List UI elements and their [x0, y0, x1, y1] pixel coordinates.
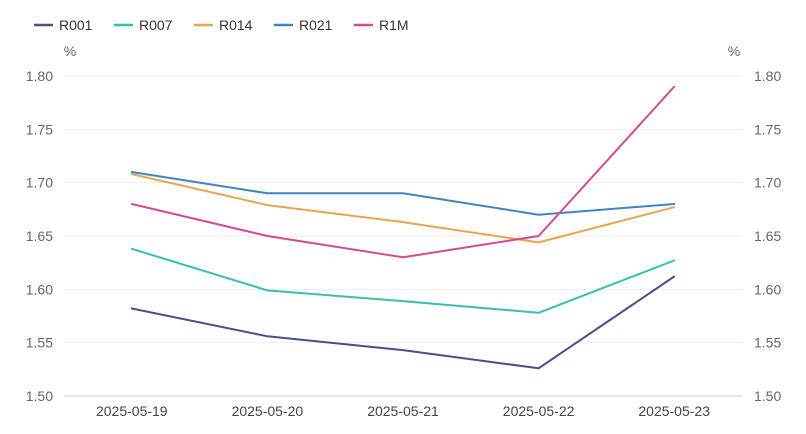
legend-label: R021 [299, 17, 333, 33]
y-unit-left: % [64, 43, 76, 59]
x-tick-label: 2025-05-23 [638, 403, 710, 419]
x-tick-label: 2025-05-19 [96, 403, 168, 419]
y-tick-label: 1.55 [754, 335, 781, 351]
series-line-r021 [130, 171, 676, 216]
legend-item-r007[interactable]: R007 [114, 17, 173, 33]
y-tick-label: 1.65 [26, 228, 53, 244]
legend-item-r001[interactable]: R001 [34, 17, 93, 33]
legend-item-r1m[interactable]: R1M [354, 17, 409, 33]
y-tick-label: 1.70 [754, 175, 781, 191]
y-tick-label: 1.80 [754, 68, 781, 84]
legend-label: R1M [379, 17, 409, 33]
legend-item-r014[interactable]: R014 [194, 17, 253, 33]
x-tick-label: 2025-05-22 [503, 403, 575, 419]
x-tick-label: 2025-05-21 [367, 403, 439, 419]
y-tick-label: 1.80 [26, 68, 53, 84]
y-tick-label: 1.50 [754, 388, 781, 404]
y-tick-label: 1.75 [26, 121, 53, 137]
legend: R001 R007 R014 R021 R1M [34, 17, 409, 33]
series-line-r001 [130, 275, 676, 370]
legend-label: R014 [219, 17, 253, 33]
legend-label: R007 [139, 17, 173, 33]
y-tick-label: 1.60 [754, 281, 781, 297]
y-tick-label: 1.65 [754, 228, 781, 244]
y-tick-label: 1.60 [26, 281, 53, 297]
x-axis: 2025-05-19 2025-05-20 2025-05-21 2025-05-22… [96, 403, 710, 419]
series-line-r1m [130, 85, 676, 259]
series-line-r007 [130, 247, 676, 314]
series-line-r014 [130, 173, 676, 244]
y-axis-left: 1.50 1.55 1.60 1.65 1.70 1.75 1.80 [26, 68, 53, 404]
x-tick-label: 2025-05-20 [232, 403, 304, 419]
y-tick-label: 1.70 [26, 175, 53, 191]
y-axis-right: 1.50 1.55 1.60 1.65 1.70 1.75 1.80 [754, 68, 781, 404]
y-tick-label: 1.50 [26, 388, 53, 404]
grid-lines [64, 75, 742, 397]
y-unit-right: % [728, 43, 740, 59]
series-lines [130, 85, 676, 370]
y-tick-label: 1.75 [754, 121, 781, 137]
y-tick-label: 1.55 [26, 335, 53, 351]
legend-item-r021[interactable]: R021 [274, 17, 333, 33]
legend-label: R001 [59, 17, 93, 33]
